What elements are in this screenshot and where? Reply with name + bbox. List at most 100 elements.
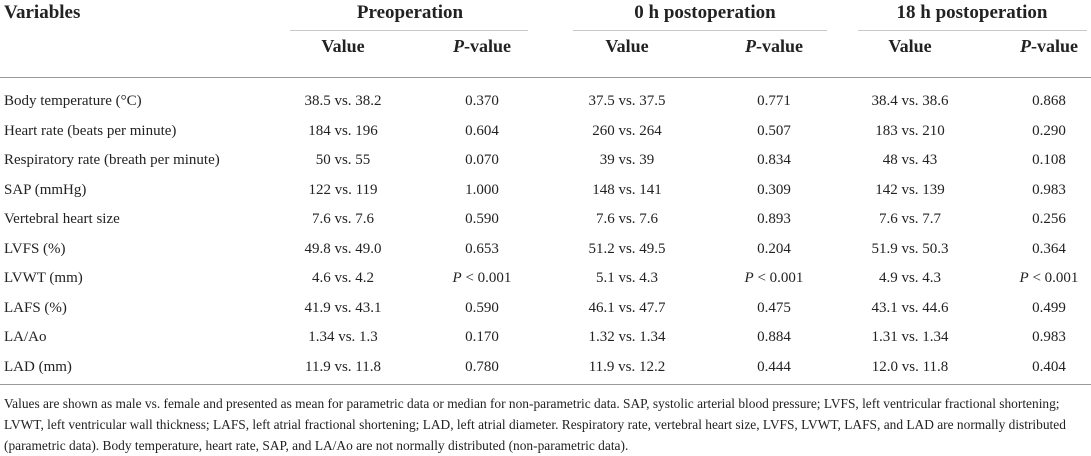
cell-18h-p: 0.983 xyxy=(1032,181,1066,198)
subheader-p-italic: P xyxy=(453,36,464,56)
subheader-pvalue-pre: P-value xyxy=(453,36,511,57)
cell-0h-p: 0.475 xyxy=(757,299,791,316)
cell-pre-value: 50 vs. 55 xyxy=(315,152,371,168)
p-symbol: P xyxy=(1019,270,1029,286)
table-body: Body temperature (°C) 38.5 vs. 38.2 0.370 3… xyxy=(0,86,1091,381)
cell-variable: Heart rate (beats per minute) xyxy=(4,122,177,139)
cell-18h-p: 0.364 xyxy=(1032,240,1066,257)
table-row: LAD (mm) 11.9 vs. 11.8 0.780 11.9 vs. 12.2 0… xyxy=(0,352,1091,382)
cell-0h-p: 0.309 xyxy=(757,181,791,198)
cell-18h-value: 12.0 vs. 11.8 xyxy=(871,358,949,375)
cell-pre-p: 0.590 xyxy=(465,211,499,227)
cell-18h-p: 0.868 xyxy=(1032,93,1066,109)
cell-18h-p: 0.499 xyxy=(1032,299,1066,316)
cell-0h-value: 7.6 vs. 7.6 xyxy=(595,211,659,227)
subheader-pvalue-18h: P-value xyxy=(1020,36,1078,57)
cell-18h-value: 1.31 vs. 1.34 xyxy=(871,329,949,345)
header-variables: Variables xyxy=(4,2,81,23)
table-row: LVWT (mm) 4.6 vs. 4.2 P < 0.001 5.1 vs. 4.3… xyxy=(0,263,1091,293)
cell-pre-value: 41.9 vs. 43.1 xyxy=(304,299,382,316)
cell-18h-p: P < 0.001 xyxy=(1019,270,1079,286)
rows-container: Body temperature (°C) 38.5 vs. 38.2 0.370 3… xyxy=(0,86,1091,381)
cell-pre-value: 49.8 vs. 49.0 xyxy=(304,240,382,257)
cell-18h-p: 0.108 xyxy=(1032,152,1066,168)
cell-0h-p: 0.771 xyxy=(757,93,791,109)
cell-0h-value: 11.9 vs. 12.2 xyxy=(588,358,666,375)
cell-pre-p: 0.780 xyxy=(465,358,499,375)
cell-0h-value: 260 vs. 264 xyxy=(592,122,662,139)
cell-0h-p: 0.444 xyxy=(757,358,791,375)
subheader-p-italic: P xyxy=(745,36,756,56)
p-symbol: P xyxy=(744,270,754,286)
group-rule-18h xyxy=(858,30,1087,31)
cell-pre-p: 0.170 xyxy=(465,329,499,345)
cell-0h-p: 0.884 xyxy=(757,329,791,345)
cell-pre-value: 4.6 vs. 4.2 xyxy=(311,270,375,286)
cell-0h-p: 0.893 xyxy=(757,211,791,227)
subheader-value-18h: Value xyxy=(888,36,932,56)
cell-0h-value: 148 vs. 141 xyxy=(592,181,662,198)
cell-18h-value: 43.1 vs. 44.6 xyxy=(871,299,949,316)
group-rule-preoperation xyxy=(290,30,528,31)
header-row-subcolumns: Value P-value Value P-value Value P-valu… xyxy=(0,28,1091,64)
cell-pre-p: 1.000 xyxy=(465,181,499,198)
table-row: Respiratory rate (breath per minute) 50 v… xyxy=(0,145,1091,175)
cell-pre-p: P < 0.001 xyxy=(452,270,512,286)
header-row-groups: Variables Preoperation 0 h postoperation… xyxy=(0,0,1091,28)
cell-18h-p: 0.256 xyxy=(1032,211,1066,227)
cell-variable: LVWT (mm) xyxy=(4,270,83,286)
cell-pre-p: 0.070 xyxy=(465,152,499,168)
cell-pre-value: 11.9 vs. 11.8 xyxy=(305,358,381,375)
data-table: Variables Preoperation 0 h postoperation… xyxy=(0,0,1091,385)
cell-0h-value: 37.5 vs. 37.5 xyxy=(588,93,666,109)
subheader-p-rest: -value xyxy=(756,36,803,56)
cell-18h-p: 0.290 xyxy=(1032,122,1066,139)
cell-pre-value: 184 vs. 196 xyxy=(308,122,378,139)
cell-pre-value: 1.34 vs. 1.3 xyxy=(308,329,378,345)
table-row: SAP (mmHg) 122 vs. 119 1.000 148 vs. 141 0.3… xyxy=(0,175,1091,205)
cell-variable: Respiratory rate (breath per minute) xyxy=(4,152,220,168)
table-row: LVFS (%) 49.8 vs. 49.0 0.653 51.2 vs. 49.5 0… xyxy=(0,234,1091,264)
table-footnote: Values are shown as male vs. female and … xyxy=(4,396,1066,453)
cell-pre-p: 0.370 xyxy=(465,93,499,109)
cell-variable: LA/Ao xyxy=(4,329,47,345)
header-0h-postoperation: 0 h postoperation xyxy=(634,2,776,23)
table-row: Vertebral heart size 7.6 vs. 7.6 0.590 7.6 … xyxy=(0,204,1091,234)
cell-variable: LAFS (%) xyxy=(4,299,67,316)
header-preoperation: Preoperation xyxy=(356,2,464,23)
subheader-value-pre: Value xyxy=(321,36,365,56)
cell-0h-p: 0.834 xyxy=(757,152,791,168)
subheader-p-italic: P xyxy=(1020,36,1031,56)
cell-0h-value: 5.1 vs. 4.3 xyxy=(595,270,659,286)
group-rule-0h xyxy=(573,30,827,31)
cell-18h-p: 0.404 xyxy=(1032,358,1066,375)
cell-0h-value: 51.2 vs. 49.5 xyxy=(588,240,666,257)
cell-0h-value: 1.32 vs. 1.34 xyxy=(588,329,666,345)
cell-0h-value: 39 vs. 39 xyxy=(599,152,655,168)
cell-18h-value: 7.6 vs. 7.7 xyxy=(878,211,942,227)
cell-variable: LVFS (%) xyxy=(4,240,66,257)
header-18h-postoperation: 18 h postoperation xyxy=(896,2,1048,23)
subheader-pvalue-0h: P-value xyxy=(745,36,803,57)
cell-pre-p: 0.653 xyxy=(465,240,499,257)
cell-18h-value: 38.4 vs. 38.6 xyxy=(871,93,949,109)
cell-variable: Vertebral heart size xyxy=(4,211,120,227)
cell-0h-p: 0.507 xyxy=(757,122,791,139)
cell-18h-p: 0.983 xyxy=(1032,329,1066,345)
cell-0h-p: 0.204 xyxy=(757,240,791,257)
table-row: LAFS (%) 41.9 vs. 43.1 0.590 46.1 vs. 47.7 0… xyxy=(0,293,1091,323)
subheader-p-rest: -value xyxy=(1031,36,1078,56)
cell-18h-value: 183 vs. 210 xyxy=(875,122,945,139)
cell-18h-value: 142 vs. 139 xyxy=(875,181,945,198)
cell-pre-value: 7.6 vs. 7.6 xyxy=(311,211,375,227)
cell-variable: Body temperature (°C) xyxy=(4,93,142,109)
subheader-p-rest: -value xyxy=(464,36,511,56)
cell-pre-value: 122 vs. 119 xyxy=(308,181,378,198)
p-symbol: P xyxy=(452,270,462,286)
cell-pre-p: 0.604 xyxy=(465,122,499,139)
table-row: LA/Ao 1.34 vs. 1.3 0.170 1.32 vs. 1.34 0.884… xyxy=(0,322,1091,352)
cell-pre-p: 0.590 xyxy=(465,299,499,316)
cell-18h-value: 48 vs. 43 xyxy=(882,152,938,168)
cell-18h-value: 51.9 vs. 50.3 xyxy=(871,240,949,257)
header-bottom-rule xyxy=(0,77,1091,78)
